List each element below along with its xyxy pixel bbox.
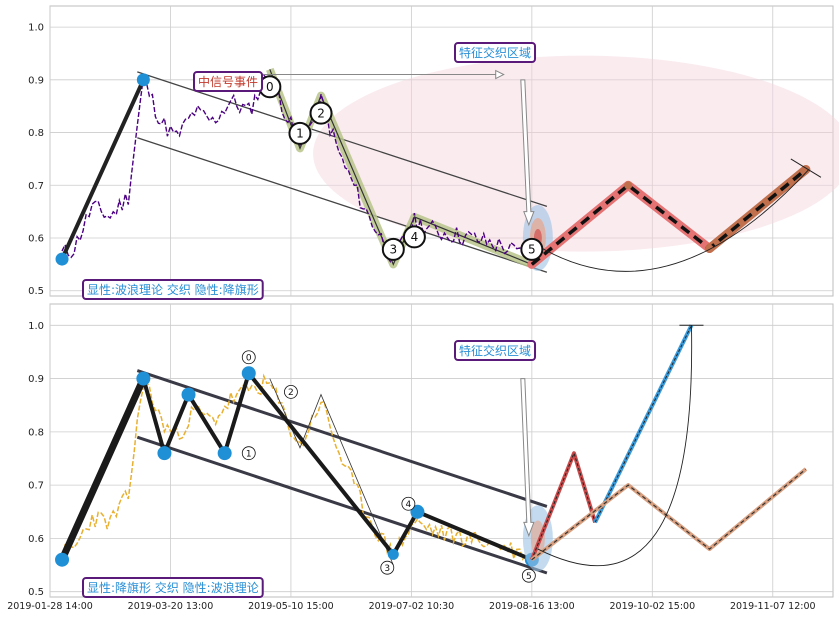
price-series: [61, 373, 527, 563]
wave-label-1: 1: [296, 127, 304, 141]
zone-arrow: [520, 79, 535, 227]
wave-label-2-circle: [284, 384, 298, 399]
pivot-point: [241, 366, 256, 381]
x-tick-label: 2019-11-07 12:00: [730, 601, 816, 612]
channel-line: [137, 137, 548, 273]
zone-arrow: [520, 378, 535, 538]
y-tick-label: 0.9: [28, 374, 44, 385]
pivot-point: [55, 552, 70, 567]
channel-line: [136, 435, 548, 575]
zone-glow-inner: [530, 520, 545, 557]
y-tick-label: 0.7: [28, 481, 44, 492]
y-tick-label: 0.8: [28, 427, 44, 438]
y-tick-label: 1.0: [28, 321, 44, 332]
pivot-point: [55, 252, 69, 266]
zone-label: 特征交织区域: [459, 45, 531, 60]
zone-label-box: [454, 340, 537, 361]
y-tick-label: 0.6: [28, 234, 44, 245]
pivot-point: [387, 548, 399, 560]
x-tick-label: 2019-07-02 10:30: [369, 601, 455, 612]
x-tick-label: 2019-01-28 14:00: [7, 601, 93, 612]
wave-label-3-circle: [380, 560, 395, 575]
wave-label-2: 2: [317, 106, 325, 120]
y-tick-label: 0.5: [28, 286, 44, 297]
x-tick-label: 2019-10-02 15:00: [610, 601, 696, 612]
price-series: [61, 73, 527, 264]
wave-label-2: 2: [288, 388, 294, 398]
y-tick-label: 0.9: [28, 75, 44, 86]
pivot-point: [136, 73, 150, 87]
prediction-node: [624, 181, 633, 190]
y-tick-label: 1.0: [28, 23, 44, 34]
wave-label-3: 3: [384, 564, 390, 574]
pivot-point: [136, 371, 151, 386]
x-tick-label: 2019-08-16 13:00: [489, 601, 575, 612]
y-tick-label: 0.5: [28, 587, 44, 598]
prediction-node: [705, 244, 714, 253]
event-label-box: [193, 71, 264, 92]
feature-zone-ellipse: [313, 55, 839, 252]
y-tick-label: 0.7: [28, 181, 44, 192]
wave-label-1-circle: [241, 446, 256, 461]
wave-label-5-circle: [521, 568, 536, 583]
prediction-red-dash: [531, 451, 596, 560]
y-tick-label: 0.6: [28, 534, 44, 545]
event-label: 中信号事件: [198, 74, 258, 89]
wave-label-4-circle: [402, 225, 426, 249]
pattern-label: 显性:降旗形 交织 隐性:波浪理论: [87, 580, 259, 595]
event-arrow-head: [495, 69, 505, 80]
x-axis-ticks: 2019-01-28 14:00 2019-03-20 13:00 2019-05-…: [7, 601, 815, 612]
x-tick-label: 2019-05-10 15:00: [248, 601, 334, 612]
wave-label-5: 5: [526, 572, 532, 582]
pattern-label: 显性:波浪理论 交织 隐性:降旗形: [87, 282, 259, 297]
zone-label-box: [454, 42, 537, 63]
wave-label-4-circle: [401, 496, 416, 511]
pivot-point: [217, 446, 232, 461]
wave-label-4: 4: [406, 500, 412, 510]
prediction-orange-dash: [531, 468, 807, 561]
zone-label: 特征交织区域: [459, 343, 531, 358]
wave-outline: [269, 378, 394, 566]
pattern-label-box: [82, 279, 264, 300]
wave-label-5: 5: [528, 243, 536, 257]
wave-label-0: 0: [266, 80, 274, 94]
projection-arc: [537, 169, 810, 272]
wave-label-0-circle: [241, 350, 256, 365]
prediction-blue-dash: [594, 325, 692, 523]
pivot-point: [410, 504, 425, 519]
wave-label-2-circle: [309, 101, 333, 125]
wave-label-3: 3: [389, 243, 397, 257]
wave-label-4: 4: [411, 230, 419, 244]
pivot-point: [181, 387, 196, 402]
trend-line: [60, 77, 146, 262]
x-tick-label: 2019-03-20 13:00: [128, 601, 214, 612]
wave-label-1: 1: [246, 449, 252, 459]
wave-label-5-circle: [520, 237, 544, 261]
y-tick-label: 0.8: [28, 128, 44, 139]
prediction-dashed: [530, 168, 808, 266]
top-chart-panel: 0.5 0.6 0.7 0.8 0.9 1.0 0 12 34 5 中信号事件 特征交织区域显性:波浪…: [28, 5, 839, 300]
pivot-point: [157, 446, 172, 461]
projection-arc: [537, 325, 693, 567]
projection-tick: [790, 158, 822, 178]
channel-line: [136, 369, 548, 508]
pattern-label-box: [82, 577, 264, 598]
wave-label-3-circle: [381, 237, 405, 261]
wave-label-1-circle: [288, 121, 312, 145]
wave-label-0: 0: [246, 354, 252, 364]
